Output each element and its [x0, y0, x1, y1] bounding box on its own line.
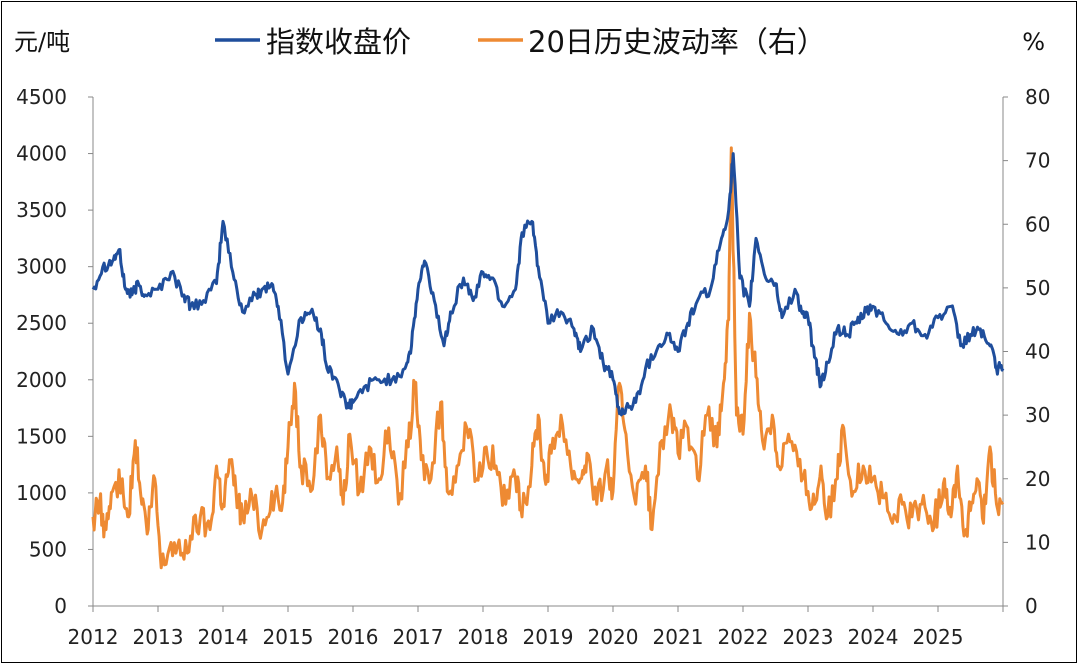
left-tick-label: 2500 — [16, 311, 67, 335]
left-tick-label: 4500 — [16, 85, 67, 109]
left-tick-label: 2000 — [16, 368, 67, 392]
legend-label-close-price: 指数收盘价 — [266, 25, 411, 59]
series-line-volatility — [91, 146, 1005, 570]
right-tick-label: 70 — [1025, 149, 1050, 173]
right-y-ticks: 0 10 20 30 40 50 60 70 80 — [1003, 85, 1050, 618]
x-tick-label: 2023 — [783, 625, 834, 649]
right-tick-label: 0 — [1025, 594, 1038, 618]
legend: 指数收盘价 20日历史波动率（右） — [215, 25, 826, 59]
x-tick-label: 2018 — [458, 625, 509, 649]
legend-label-volatility: 20日历史波动率（右） — [528, 25, 826, 59]
right-axis-unit: % — [1022, 28, 1045, 56]
left-tick-label: 1500 — [16, 424, 67, 448]
x-tick-label: 2021 — [653, 625, 704, 649]
left-tick-label: 3500 — [16, 198, 67, 222]
x-tick-label: 2017 — [393, 625, 444, 649]
x-ticks: 2012 2013 2014 2015 2016 2017 2018 2019 2020 2021… — [68, 606, 1004, 649]
right-tick-label: 10 — [1025, 530, 1050, 554]
right-tick-label: 40 — [1025, 340, 1050, 364]
right-tick-label: 80 — [1025, 85, 1050, 109]
x-tick-label: 2025 — [913, 625, 964, 649]
left-tick-label: 3000 — [16, 255, 67, 279]
left-tick-label: 4000 — [16, 142, 67, 166]
right-tick-label: 50 — [1025, 276, 1050, 300]
left-tick-label: 0 — [54, 594, 67, 618]
x-tick-label: 2022 — [718, 625, 769, 649]
x-tick-label: 2024 — [848, 625, 899, 649]
right-tick-label: 60 — [1025, 212, 1050, 236]
left-axis-unit: 元/吨 — [14, 28, 70, 56]
series-line-close-price — [91, 152, 1005, 417]
right-tick-label: 20 — [1025, 467, 1050, 491]
left-tick-label: 1000 — [16, 481, 67, 505]
x-tick-label: 2020 — [588, 625, 639, 649]
right-tick-label: 30 — [1025, 403, 1050, 427]
x-tick-label: 2012 — [68, 625, 119, 649]
x-tick-label: 2015 — [263, 625, 314, 649]
x-tick-label: 2016 — [328, 625, 379, 649]
x-tick-label: 2019 — [523, 625, 574, 649]
left-tick-label: 500 — [29, 537, 67, 561]
left-y-ticks: 0 500 1000 1500 2000 2500 3000 3500 4000 4500 — [16, 85, 93, 618]
x-tick-label: 2014 — [198, 625, 249, 649]
x-tick-label: 2013 — [133, 625, 184, 649]
